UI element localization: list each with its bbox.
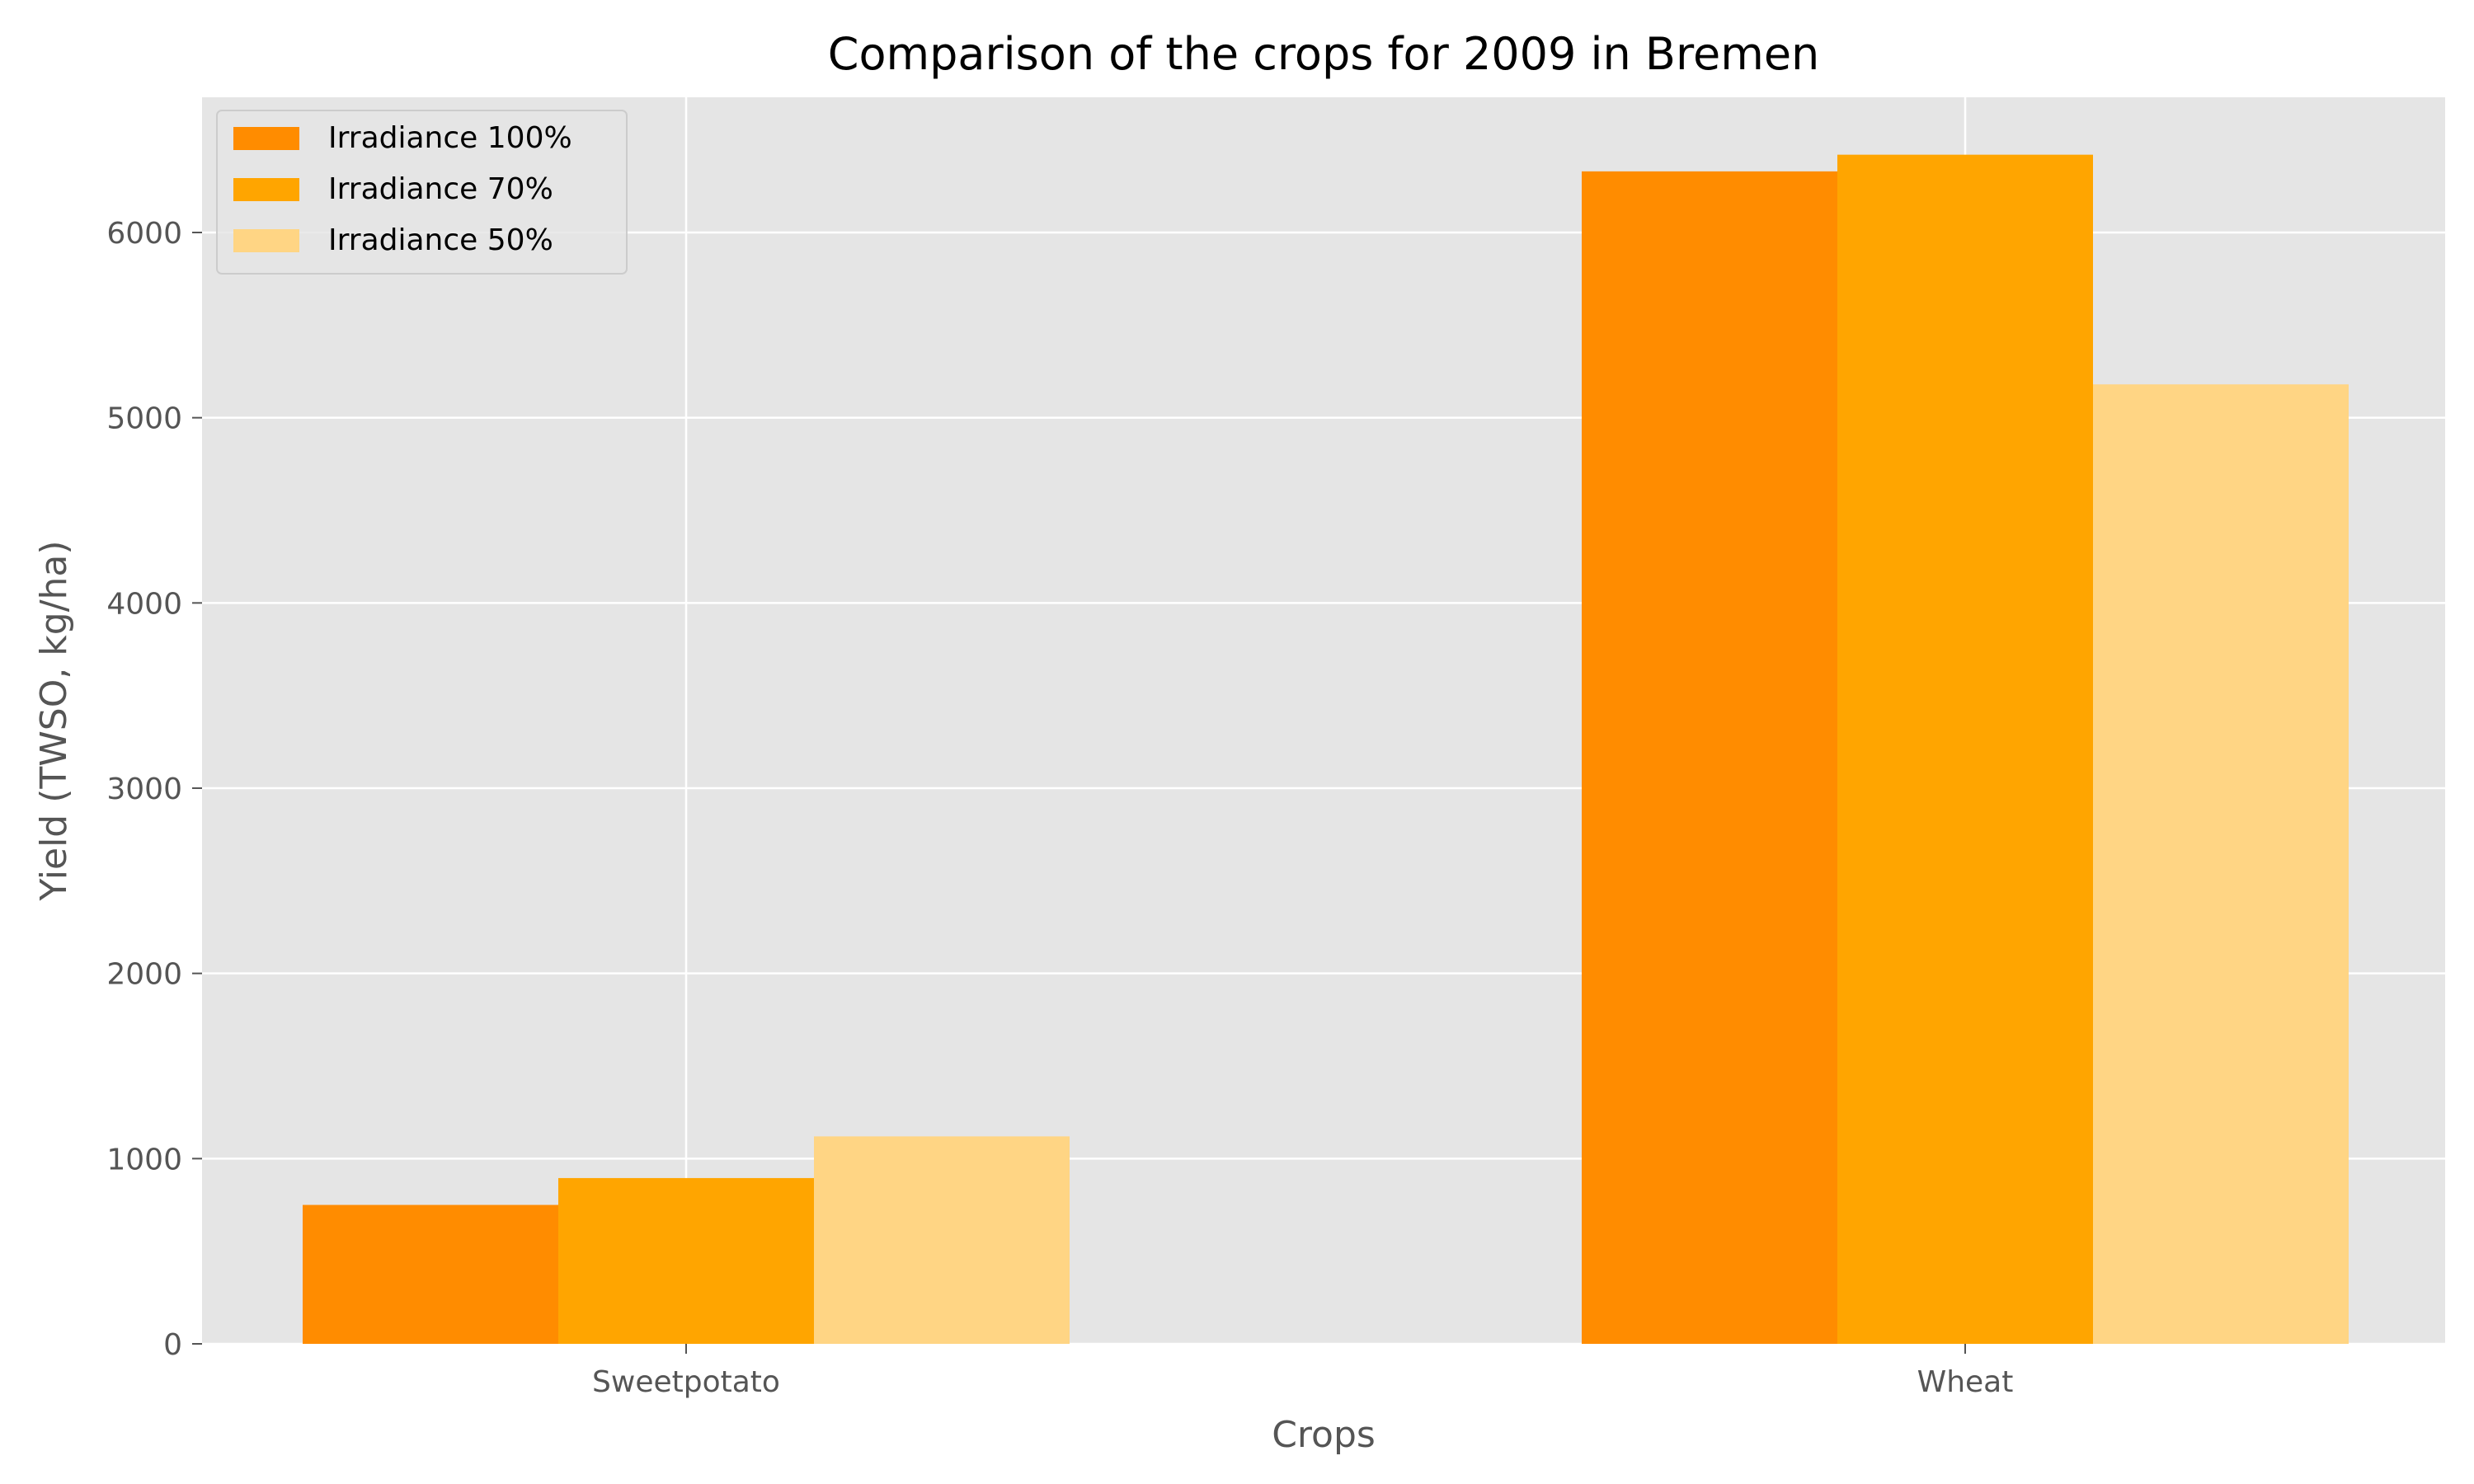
- x-tick-labels: Sweetpotato Wheat: [592, 1344, 2013, 1399]
- y-tick-label: 0: [163, 1328, 182, 1362]
- x-tick-label: Sweetpotato: [592, 1365, 780, 1399]
- chart-title: Comparison of the crops for 2009 in Brem…: [828, 28, 1820, 80]
- legend: Irradiance 100% Irradiance 70% Irradiance …: [216, 110, 628, 275]
- bar: [814, 1136, 1070, 1344]
- x-axis-label: Crops: [1272, 1414, 1376, 1456]
- y-tick-label: 3000: [106, 773, 182, 806]
- y-tick-label: 2000: [106, 958, 182, 992]
- y-axis-label: Yield (TWSO, kg/ha): [33, 540, 75, 901]
- legend-swatch: [233, 127, 299, 150]
- x-tick-label: Wheat: [1917, 1365, 2014, 1399]
- y-tick-label: 1000: [106, 1143, 182, 1176]
- bar: [1837, 154, 2093, 1344]
- bars: [303, 154, 2349, 1345]
- y-tick-label: 6000: [106, 217, 182, 251]
- y-tick-label: 4000: [106, 587, 182, 621]
- legend-swatch: [233, 178, 299, 201]
- bar: [558, 1177, 814, 1344]
- legend-label: Irradiance 50%: [328, 223, 553, 257]
- legend-swatch: [233, 229, 299, 252]
- y-tick-label: 5000: [106, 402, 182, 436]
- legend-label: Irradiance 100%: [328, 121, 572, 155]
- legend-frame: [216, 110, 628, 275]
- bar: [2093, 384, 2349, 1344]
- bar: [1582, 171, 1837, 1345]
- bar: [303, 1205, 558, 1344]
- legend-label: Irradiance 70%: [328, 172, 553, 206]
- y-tick-labels: 0 1000 2000 3000 4000 5000 6000: [106, 217, 202, 1362]
